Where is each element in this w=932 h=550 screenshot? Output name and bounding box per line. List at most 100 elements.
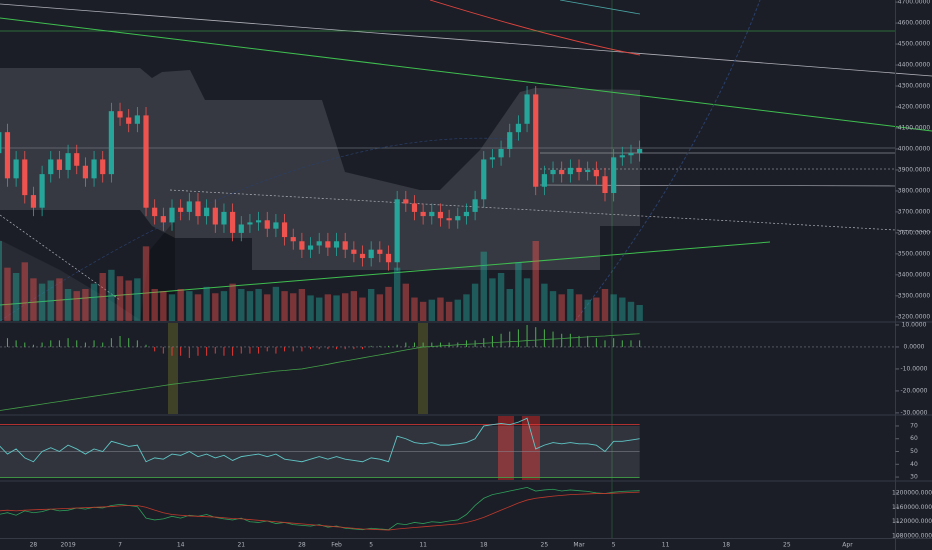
y-tick-label: 60 <box>910 435 918 442</box>
candle-body <box>307 245 314 250</box>
histogram-bar <box>491 335 493 347</box>
histogram-bar <box>587 335 589 347</box>
volume-bar <box>532 241 539 321</box>
volume-bar <box>515 262 522 321</box>
histogram-bar <box>310 346 312 350</box>
histogram-bar <box>318 346 320 350</box>
histogram-bar <box>388 345 389 347</box>
x-tick-label: 11 <box>419 542 427 549</box>
histogram-bar <box>370 345 372 347</box>
y-tick-label: 4100.0000 <box>898 124 931 131</box>
volume-bar <box>541 283 548 321</box>
volume-bar <box>108 269 115 321</box>
histogram-bar <box>439 342 441 347</box>
candle-body <box>290 237 296 242</box>
histogram-bar <box>232 346 234 356</box>
candle-body <box>238 224 244 233</box>
cloud-shade <box>140 220 175 320</box>
y-tick-label: 3600.0000 <box>898 229 931 236</box>
signal-line <box>0 333 640 411</box>
highlight <box>168 323 178 414</box>
histogram-bar <box>258 346 260 354</box>
histogram-bar <box>197 346 199 356</box>
curve <box>0 137 521 322</box>
candle-body <box>74 153 80 166</box>
y-tick-label: 1160000.0000 <box>892 504 932 511</box>
volume-bar <box>194 294 202 321</box>
volume-bar <box>342 293 349 321</box>
candle-body <box>394 199 400 263</box>
histogram-bar <box>569 333 571 347</box>
candle-body <box>524 94 530 124</box>
histogram-bar <box>526 324 528 347</box>
volume-bar <box>445 301 453 321</box>
histogram-bar <box>58 340 60 347</box>
histogram-bar <box>128 338 130 347</box>
volume-bar <box>316 297 323 321</box>
candle-body <box>108 111 114 175</box>
y-tick-label: 4300.0000 <box>898 83 931 90</box>
volume-bar <box>246 291 254 321</box>
candle-body <box>0 132 2 154</box>
volume-bar <box>264 294 271 321</box>
histogram-bar <box>162 346 164 354</box>
volume-bar <box>324 294 332 321</box>
histogram-bar <box>102 342 104 347</box>
moving-average <box>429 0 641 56</box>
candle-body <box>212 207 218 225</box>
dotted-line <box>0 214 121 301</box>
histogram-bar <box>154 346 156 352</box>
volume-bar <box>350 291 358 321</box>
candle-body <box>463 211 470 217</box>
y-tick-label: 4200.0000 <box>898 104 931 111</box>
histogram-bar <box>206 346 208 356</box>
histogram-bar <box>301 346 303 352</box>
y-tick-label: 40 <box>910 461 918 468</box>
x-tick-label: Mar <box>573 542 585 549</box>
candle-body <box>91 159 97 179</box>
volume-bar <box>454 299 461 321</box>
histogram-bar <box>396 344 398 347</box>
candle-body <box>152 207 158 217</box>
histogram-bar <box>110 338 112 347</box>
y-tick-label: 1200000.0000 <box>892 489 932 496</box>
volume-bar <box>549 291 557 321</box>
volume-bar <box>567 289 574 321</box>
histogram-bar <box>578 335 580 347</box>
candle-body <box>420 211 426 217</box>
volume-bar <box>307 295 314 321</box>
trend-line <box>0 17 932 132</box>
candle-body <box>325 241 331 248</box>
volume-bar <box>12 273 20 321</box>
candle-body <box>593 169 599 177</box>
volume-bar <box>419 301 427 321</box>
candle-body <box>316 241 322 246</box>
horizontal-line <box>539 184 896 187</box>
candle-body <box>585 169 591 173</box>
histogram-bar <box>41 342 43 347</box>
candle-body <box>273 222 279 229</box>
volume-bar <box>220 291 228 321</box>
volume-bar <box>0 241 2 321</box>
histogram-bar <box>353 346 355 350</box>
candle-body <box>619 155 625 158</box>
histogram-bar <box>336 346 338 350</box>
histogram-bar <box>422 342 424 347</box>
histogram-bar <box>240 346 242 354</box>
x-tick-label: 11 <box>662 542 670 549</box>
histogram-bar <box>362 346 364 350</box>
volume-bar <box>116 276 124 321</box>
volume-bar <box>627 301 635 321</box>
candle-body <box>160 216 166 223</box>
histogram-bar <box>483 338 485 347</box>
volume-bar <box>402 283 410 321</box>
candle-body <box>221 211 227 225</box>
volume-bar <box>523 278 531 321</box>
volume-bar <box>506 289 513 321</box>
candle-body <box>437 211 444 219</box>
indicator-line <box>0 491 640 531</box>
histogram-bar <box>630 340 632 347</box>
candle-body <box>489 157 496 160</box>
candle-body <box>342 241 348 250</box>
